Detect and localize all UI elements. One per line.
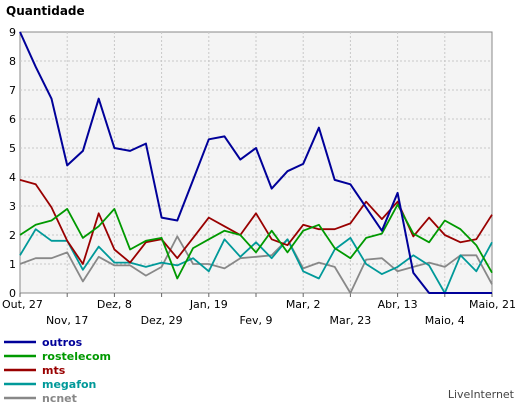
y-tick-label: 2 [9, 229, 16, 242]
x-tick-label: Nov, 17 [46, 314, 88, 327]
legend-label-ncnet: ncnet [42, 392, 77, 405]
x-tick-label: Mar, 2 [286, 298, 321, 311]
y-tick-label: 4 [9, 171, 16, 184]
y-tick-label: 0 [9, 287, 16, 300]
legend-label-rostelecom: rostelecom [42, 350, 111, 363]
series-line-mts [19, 179, 493, 265]
series-line-outros [19, 31, 492, 294]
y-tick-label: 8 [9, 55, 16, 68]
x-tick-label: Fev, 9 [240, 314, 273, 327]
y-axis: 0 1 2 3 4 5 6 7 8 9 [9, 26, 16, 300]
x-tick-label: Dez, 29 [141, 314, 183, 327]
x-tick-label: Out, 27 [2, 298, 43, 311]
x-tick-label: Maio, 21 [469, 298, 516, 311]
legend-label-outros: outros [42, 336, 83, 349]
series-line-rostelecom [19, 203, 493, 280]
legend-label-mts: mts [42, 364, 66, 377]
y-tick-label: 9 [9, 26, 16, 39]
series-group [19, 31, 493, 294]
brand-label: LiveInternet [448, 388, 515, 401]
chart-title: Quantidade [6, 4, 85, 18]
x-tick-label: Dez, 8 [97, 298, 132, 311]
y-tick-label: 1 [9, 258, 16, 271]
x-tick-label: Abr, 13 [378, 298, 418, 311]
legend-label-megafon: megafon [42, 378, 96, 391]
x-tick-label: Jan, 19 [189, 298, 228, 311]
x-tick-label: Mar, 23 [330, 314, 372, 327]
series-line-megafon [19, 228, 493, 294]
series-line-ncnet [19, 235, 493, 294]
y-tick-label: 6 [9, 113, 16, 126]
y-tick-label: 5 [9, 142, 16, 155]
y-tick-label: 7 [9, 84, 16, 97]
y-tick-label: 3 [9, 200, 16, 213]
x-tick-label: Maio, 4 [425, 314, 465, 327]
x-axis: Out, 27 Dez, 8 Jan, 19 Mar, 2 Abr, 13 Maio, 2… [2, 293, 516, 327]
